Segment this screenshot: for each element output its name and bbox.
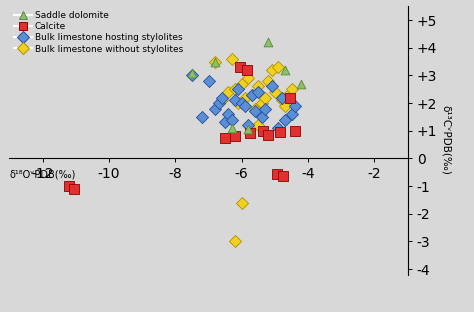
Y-axis label: δ¹³CᵛPDB(‰): δ¹³CᵛPDB(‰) [441, 105, 451, 175]
Point [260, 128, 267, 133]
Point [268, 84, 275, 89]
Point [281, 117, 289, 122]
Point [238, 100, 246, 105]
Point [248, 92, 255, 97]
Point [231, 134, 239, 139]
Point [221, 120, 229, 125]
Point [238, 81, 246, 86]
Point [258, 115, 265, 119]
Point [228, 125, 236, 130]
Point [241, 103, 249, 108]
Point [288, 112, 295, 117]
Point [188, 70, 196, 75]
Legend: Saddle dolomite, Calcite, Bulk limestone hosting stylolites, Bulk limestone with: Saddle dolomite, Calcite, Bulk limestone… [14, 11, 183, 54]
Point [291, 128, 299, 133]
Point [188, 73, 196, 78]
Point [245, 123, 252, 128]
Point [291, 103, 299, 108]
Point [70, 186, 78, 191]
Point [255, 123, 262, 128]
Point [278, 95, 285, 100]
Point [231, 98, 239, 103]
Point [235, 87, 242, 92]
Point [264, 40, 272, 45]
Point [218, 98, 226, 103]
Point [235, 100, 242, 105]
Point [278, 98, 285, 103]
Point [255, 90, 262, 95]
Text: δ¹⁸OᵛPDB(‰): δ¹⁸OᵛPDB(‰) [9, 169, 76, 179]
Point [245, 76, 252, 81]
Point [221, 135, 229, 140]
Point [198, 115, 206, 119]
Point [264, 78, 272, 83]
Point [279, 174, 287, 179]
Point [211, 59, 219, 64]
Point [245, 127, 252, 132]
Point [251, 106, 259, 111]
Point [243, 67, 250, 72]
Point [286, 95, 293, 100]
Point [251, 109, 259, 114]
Point [261, 95, 269, 100]
Point [246, 131, 254, 136]
Point [238, 200, 246, 205]
Point [228, 117, 236, 122]
Point [218, 95, 226, 100]
Point [276, 129, 283, 134]
Point [215, 100, 222, 105]
Point [273, 171, 280, 176]
Point [274, 125, 282, 130]
Point [288, 87, 295, 92]
Point [255, 84, 262, 89]
Point [248, 92, 255, 97]
Point [225, 90, 232, 95]
Point [271, 90, 279, 95]
Point [65, 183, 73, 188]
Point [225, 112, 232, 117]
Point [211, 106, 219, 111]
Point [284, 92, 292, 97]
Point [236, 65, 244, 70]
Point [231, 87, 239, 92]
Point [228, 56, 236, 61]
Point [264, 132, 272, 137]
Point [241, 95, 249, 100]
Point [231, 239, 239, 244]
Point [274, 65, 282, 70]
Point [268, 67, 275, 72]
Point [261, 106, 269, 111]
Point [281, 67, 289, 72]
Point [281, 103, 289, 108]
Point [211, 59, 219, 64]
Point [258, 100, 265, 105]
Point [298, 81, 305, 86]
Point [205, 78, 212, 83]
